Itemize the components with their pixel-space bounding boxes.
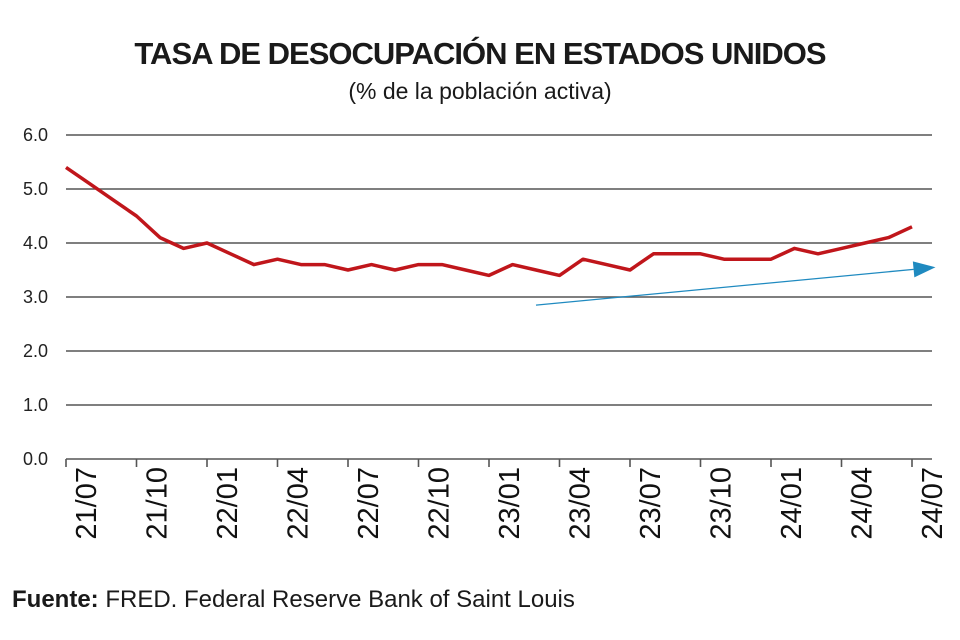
x-tick-label: 24/04: [847, 467, 879, 540]
source-label: Fuente:: [12, 586, 99, 613]
x-tick-label: 22/10: [424, 467, 456, 540]
x-tick-label: 23/07: [635, 467, 667, 540]
y-tick-label: 0.0: [23, 449, 48, 469]
series-line: [65, 165, 913, 278]
trend-arrow-line: [535, 268, 914, 306]
x-tick-label: 24/01: [776, 467, 808, 540]
chart-title: TASA DE DESOCUPACIÓN EN ESTADOS UNIDOS: [134, 36, 826, 71]
x-tick-label: 24/07: [917, 467, 949, 540]
chart-subtitle: (% de la población activa): [348, 78, 612, 104]
x-tick-label: 22/04: [283, 467, 315, 540]
x-tick-label: 23/04: [565, 467, 597, 540]
y-tick-label: 5.0: [23, 179, 48, 199]
trend-arrow-head: [912, 261, 936, 278]
x-tick-label: 23/01: [494, 467, 526, 540]
y-tick-label: 4.0: [23, 233, 48, 253]
y-tick-label: 6.0: [23, 125, 48, 145]
x-tick-label: 22/01: [212, 467, 244, 540]
y-tick-label: 1.0: [23, 395, 48, 415]
x-tick-label: 22/07: [353, 467, 385, 540]
y-tick-label: 2.0: [23, 341, 48, 361]
y-tick-label: 3.0: [23, 287, 48, 307]
source-note: Fuente: FRED. Federal Reserve Bank of Sa…: [12, 586, 575, 614]
x-tick-label: 21/07: [71, 467, 103, 540]
x-tick-label: 21/10: [142, 467, 174, 540]
source-text: FRED. Federal Reserve Bank of Saint Loui…: [98, 586, 575, 613]
x-tick-label: 23/10: [706, 467, 738, 540]
